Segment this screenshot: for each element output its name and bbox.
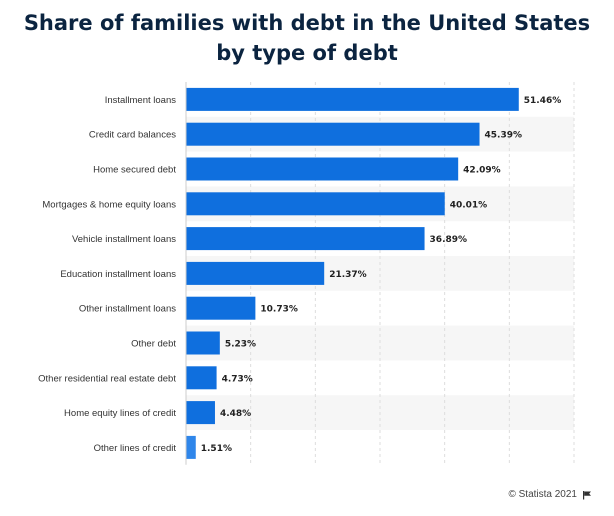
bar-8 (186, 331, 220, 355)
category-label: Credit card balances (89, 130, 176, 141)
category-label: Home equity lines of credit (64, 408, 176, 419)
bar-2 (186, 122, 480, 146)
category-label: Other installment loans (79, 304, 176, 315)
value-label: 40.01% (450, 200, 488, 210)
category-label: Home secured debt (93, 165, 176, 176)
category-label: Education installment loans (60, 269, 176, 280)
value-label: 1.51% (201, 444, 232, 454)
value-label: 4.73% (222, 374, 253, 384)
bar-9 (186, 366, 217, 390)
category-label: Other residential real estate debt (38, 373, 176, 384)
chart-title-line-2: by type of debt (216, 41, 398, 65)
bar-3 (186, 157, 459, 181)
value-label: 5.23% (225, 340, 256, 350)
value-label: 36.89% (430, 235, 468, 245)
category-label: Installment loans (105, 95, 177, 106)
value-label: 21.37% (329, 270, 367, 280)
bar-6 (186, 261, 325, 285)
bar-5 (186, 227, 425, 251)
bar-4 (186, 192, 445, 216)
bar-10 (186, 401, 215, 425)
value-label: 4.48% (220, 409, 251, 419)
category-label: Other lines of credit (94, 443, 177, 454)
flag-icon[interactable] (582, 490, 592, 500)
bar-1 (186, 87, 519, 111)
credit-text: © Statista 2021 (508, 489, 577, 500)
value-label: 42.09% (463, 166, 501, 176)
category-label: Mortgages & home equity loans (42, 199, 176, 210)
chart-title: Share of families with debt in the Unite… (0, 8, 614, 68)
value-label: 45.39% (485, 131, 522, 141)
chart-title-line-1: Share of families with debt in the Unite… (23, 11, 591, 35)
statista-credit[interactable]: © Statista 2021 (508, 489, 592, 500)
category-label: Vehicle installment loans (72, 234, 176, 245)
value-label: 51.46% (524, 96, 562, 106)
category-label: Other debt (131, 339, 176, 350)
bar-7 (186, 296, 256, 320)
value-label: 10.73% (260, 305, 298, 315)
bar-11 (186, 435, 196, 459)
